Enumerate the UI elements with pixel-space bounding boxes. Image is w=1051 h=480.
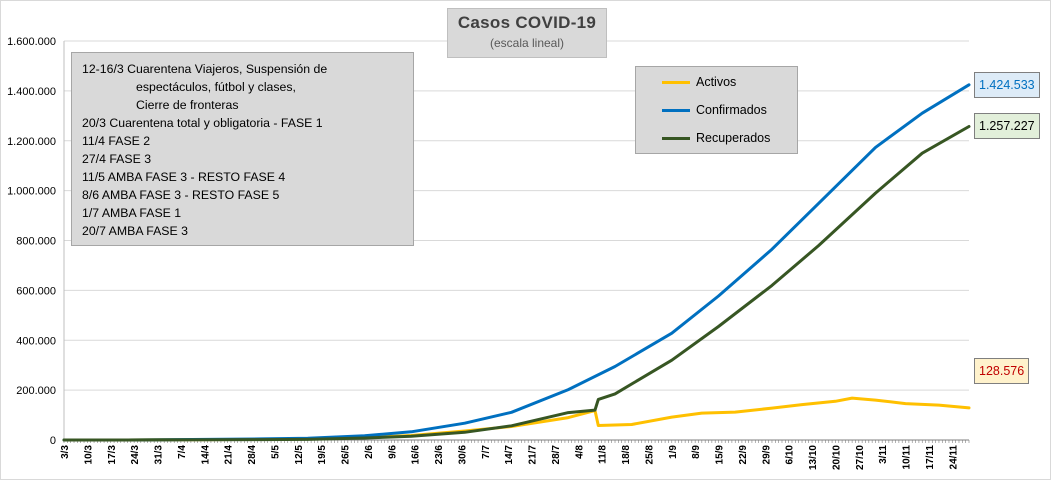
x-tick-label: 17/11 [925,445,936,470]
x-tick-label: 28/4 [247,445,258,465]
y-tick-label: 400.000 [16,335,56,347]
chart-subtitle: (escala lineal) [489,36,565,50]
note-line: 11/4 FASE 2 [82,134,151,148]
note-line: 8/6 AMBA FASE 3 - RESTO FASE 5 [82,188,280,202]
end-value-confirmados: 1.424.533 [974,72,1040,98]
y-tick-label: 1.600.000 [7,36,56,48]
note-line: 20/7 AMBA FASE 3 [82,224,188,238]
x-tick-label: 15/9 [715,445,726,465]
y-tick-label: 1.000.000 [7,186,56,198]
x-tick-label: 4/8 [574,445,585,459]
x-tick-label: 14/7 [504,445,515,465]
x-tick-label: 20/10 [831,445,842,470]
legend-item-activos: Activos [662,72,736,92]
legend-label-activos: Activos [696,75,737,89]
note-line: 12-16/3 Cuarentena Viajeros, Suspensión … [82,62,328,76]
x-tick-label: 17/3 [107,445,118,465]
legend-swatch-recuperados [662,136,690,140]
x-tick-label: 3/11 [878,445,889,464]
x-tick-label: 19/5 [317,445,328,465]
y-tick-label: 1.200.000 [7,136,56,148]
series-line-recuperados [62,125,971,442]
y-tick-label: 200.000 [16,385,56,397]
x-tick-label: 7/4 [177,445,188,459]
x-tick-label: 13/10 [808,445,819,470]
end-value-activos: 128.576 [974,358,1030,384]
legend: Activos Confirmados Recuperados [635,66,798,154]
x-tick-label: 21/7 [528,445,539,465]
note-line: 27/4 FASE 3 [82,152,152,166]
x-tick-label: 2/6 [364,445,375,459]
title-box: Casos COVID-19 (escala lineal) [447,8,607,58]
y-tick-label: 800.000 [16,236,56,248]
x-tick-label: 7/7 [481,445,492,459]
series-lines [62,83,971,442]
note-line: Cierre de fronteras [136,98,239,112]
x-tick-label: 28/7 [551,445,562,465]
chart-title: Casos COVID-19 [457,13,597,32]
y-tick-label: 1.400.000 [7,86,56,98]
x-tick-label: 16/6 [411,445,422,465]
x-tick-label: 26/5 [341,445,352,465]
x-tick-label: 21/4 [224,445,235,465]
x-tick-label: 5/5 [270,445,281,459]
y-tick-label: 0 [50,435,56,447]
x-tick-label: 31/3 [154,445,165,465]
x-tick-label: 18/8 [621,445,632,465]
x-tick-label: 22/9 [738,445,749,465]
phases-annotation-box: 12-16/3 Cuarentena Viajeros, Suspensión … [71,52,414,246]
x-tick-label: 9/6 [387,445,398,459]
axes: 0 200.000 400.000 600.000 800.000 1.000.000 1.… [7,36,970,470]
legend-swatch-activos [662,80,690,84]
x-tick-label: 27/10 [855,445,866,470]
x-tick-label: 24/11 [948,445,959,470]
x-tick-label: 6/10 [785,445,796,465]
x-tick-label: 10/3 [83,445,94,465]
x-tick-label: 1/9 [668,445,679,459]
x-tick-label: 8/9 [691,445,702,459]
x-tick-label: 30/6 [457,445,468,465]
note-line: 1/7 AMBA FASE 1 [82,206,182,220]
x-tick-label: 24/3 [130,445,141,465]
x-tick-label: 10/11 [902,445,913,470]
x-tick-label: 14/4 [200,445,211,465]
note-line: espectáculos, fútbol y clases, [136,80,296,94]
x-tick-label: 3/3 [60,445,71,459]
y-tick-label: 600.000 [16,285,56,297]
x-tick-label: 12/5 [294,445,305,465]
legend-label-confirmados: Confirmados [696,103,767,117]
x-tick-label: 11/8 [598,445,609,464]
end-value-recuperados: 1.257.227 [974,113,1040,139]
x-tick-label: 25/8 [644,445,655,465]
note-line: 20/3 Cuarentena total y obligatoria - FA… [82,116,323,130]
note-line: 11/5 AMBA FASE 3 - RESTO FASE 4 [82,170,286,184]
x-tick-label: 29/9 [761,445,772,465]
legend-label-recuperados: Recuperados [696,131,771,145]
legend-item-confirmados: Confirmados [662,100,767,120]
legend-swatch-confirmados [662,108,690,112]
legend-item-recuperados: Recuperados [662,128,770,148]
x-tick-label: 23/6 [434,445,445,465]
